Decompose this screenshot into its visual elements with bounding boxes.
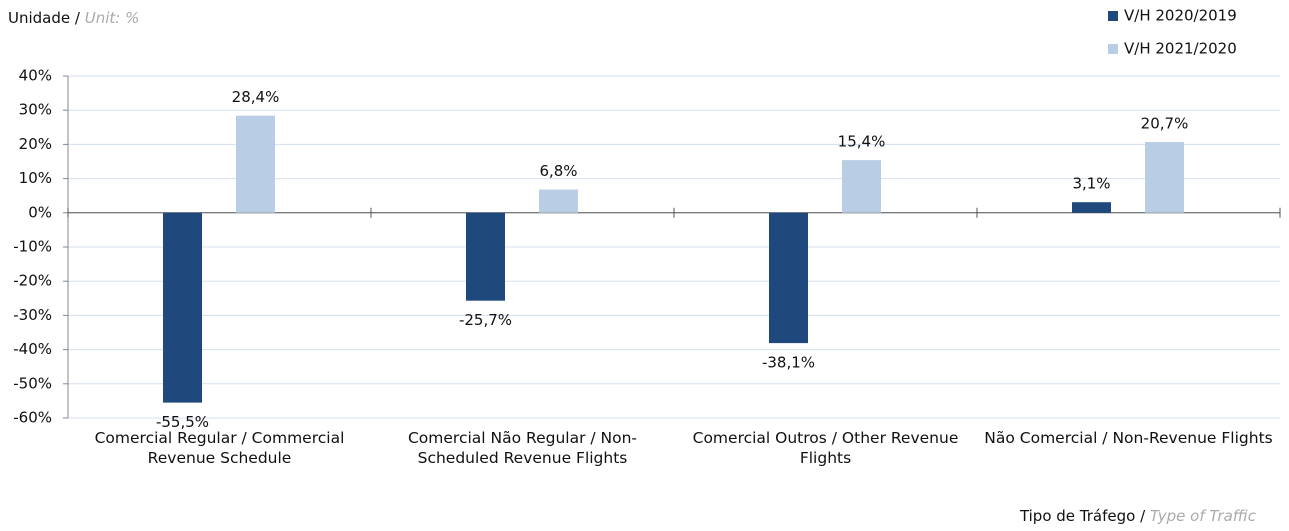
data-label: -25,7% <box>459 311 512 329</box>
y-tick-label: 40% <box>19 67 52 85</box>
x-label-translation: Type of Traffic <box>1150 507 1257 525</box>
unit-label: Unidade / Unit: % <box>8 9 139 27</box>
bar <box>842 160 881 213</box>
bar <box>1145 142 1184 213</box>
legend-swatch <box>1108 44 1118 54</box>
bar <box>769 212 808 344</box>
y-tick-label: -60% <box>13 409 52 427</box>
x-tick-label: Comercial Regular / Commercial Revenue S… <box>94 429 345 467</box>
data-label: 28,4% <box>232 88 280 106</box>
data-label: 15,4% <box>838 133 886 151</box>
unit-main: Unidade / <box>8 9 81 27</box>
y-tick-label: 10% <box>19 169 52 187</box>
y-tick-label: -40% <box>13 340 52 358</box>
x-tick-label: Comercial Outros / Other Revenue Flights <box>692 429 959 467</box>
data-label: 3,1% <box>1072 175 1110 193</box>
x-tick-label: Comercial Não Regular / Non-Scheduled Re… <box>407 429 638 467</box>
bar <box>466 212 505 301</box>
x-axis-label: Tipo de Tráfego / Type of Traffic <box>1019 507 1257 525</box>
x-label-main: Tipo de Tráfego / <box>1019 507 1146 525</box>
bar <box>1072 202 1111 213</box>
y-tick-label: -20% <box>13 272 52 290</box>
y-tick-label: 20% <box>19 135 52 153</box>
data-label: 6,8% <box>539 162 577 180</box>
legend-label: V/H 2020/2019 <box>1124 7 1237 25</box>
legend-label: V/H 2021/2020 <box>1124 40 1237 58</box>
data-label: -38,1% <box>762 354 815 372</box>
unit-translation: Unit: % <box>85 9 140 27</box>
x-tick-label: Não Comercial / Non-Revenue Flights <box>984 429 1273 447</box>
y-tick-label: -50% <box>13 374 52 392</box>
data-label: 20,7% <box>1141 115 1189 133</box>
y-tick-label: -30% <box>13 306 52 324</box>
y-tick-label: -10% <box>13 238 52 256</box>
bar <box>163 212 202 403</box>
data-label: -55,5% <box>156 413 209 431</box>
bar <box>539 189 578 213</box>
y-tick-label: 30% <box>19 101 52 119</box>
legend-swatch <box>1108 11 1118 21</box>
bar <box>236 115 275 213</box>
y-tick-label: 0% <box>28 203 52 221</box>
